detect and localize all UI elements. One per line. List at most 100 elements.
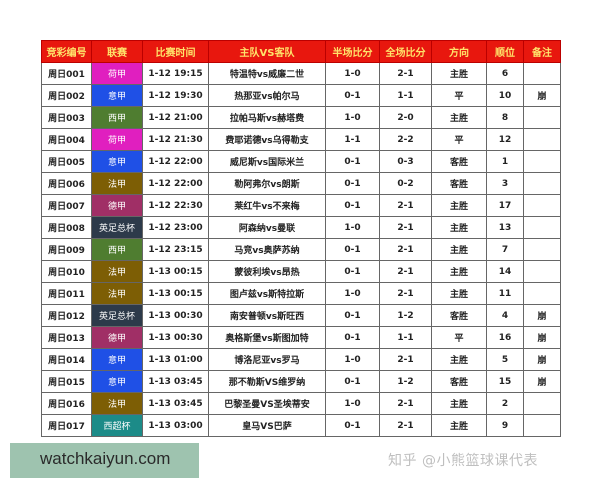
cell-id: 周日007 (41, 194, 92, 217)
cell-note (523, 260, 561, 283)
cell-id: 周日002 (41, 84, 92, 107)
cell-note (523, 238, 561, 261)
cell-id: 周日012 (41, 304, 92, 327)
table-row: 周日007 德甲 1-12 22:30 莱红牛vs不来梅 0-1 2-1 主胜 17 (41, 194, 561, 217)
cell-rank: 15 (486, 370, 524, 393)
cell-half: 0-1 (325, 370, 380, 393)
cell-half: 1-0 (325, 216, 380, 239)
cell-id: 周日010 (41, 260, 92, 283)
cell-time: 1-12 22:00 (142, 172, 209, 195)
cell-rank: 9 (486, 414, 524, 437)
cell-full: 1-1 (379, 84, 432, 107)
cell-half: 1-0 (325, 62, 380, 85)
table-row: 周日013 德甲 1-13 00:30 奥格斯堡vs斯图加特 0-1 1-1 平 16 崩 (41, 326, 561, 349)
cell-time: 1-12 21:00 (142, 106, 209, 129)
cell-note (523, 282, 561, 305)
cell-time: 1-13 03:45 (142, 392, 209, 415)
column-header-time: 比赛时间 (142, 40, 209, 63)
cell-time: 1-13 03:00 (142, 414, 209, 437)
cell-id: 周日016 (41, 392, 92, 415)
cell-rank: 16 (486, 326, 524, 349)
cell-full: 2-1 (379, 194, 432, 217)
cell-dir: 主胜 (431, 62, 487, 85)
cell-league: 法甲 (91, 392, 143, 415)
cell-rank: 17 (486, 194, 524, 217)
cell-match: 那不勒斯VS维罗纳 (208, 370, 326, 393)
cell-note (523, 106, 561, 129)
cell-match: 威尼斯vs国际米兰 (208, 150, 326, 173)
cell-id: 周日015 (41, 370, 92, 393)
cell-match: 奥格斯堡vs斯图加特 (208, 326, 326, 349)
cell-full: 2-2 (379, 128, 432, 151)
cell-note (523, 62, 561, 85)
cell-rank: 6 (486, 62, 524, 85)
cell-id: 周日003 (41, 106, 92, 129)
cell-league: 意甲 (91, 84, 143, 107)
cell-full: 2-1 (379, 238, 432, 261)
table-row: 周日017 西超杯 1-13 03:00 皇马VS巴萨 0-1 2-1 主胜 9 (41, 414, 561, 437)
table-row: 周日002 意甲 1-12 19:30 热那亚vs帕尔马 0-1 1-1 平 10 崩 (41, 84, 561, 107)
cell-dir: 主胜 (431, 238, 487, 261)
cell-match: 热那亚vs帕尔马 (208, 84, 326, 107)
cell-league: 意甲 (91, 370, 143, 393)
cell-note: 崩 (523, 370, 561, 393)
cell-dir: 主胜 (431, 282, 487, 305)
cell-full: 2-1 (379, 392, 432, 415)
cell-league: 德甲 (91, 194, 143, 217)
column-header-match: 主队VS客队 (208, 40, 326, 63)
cell-id: 周日014 (41, 348, 92, 371)
cell-id: 周日013 (41, 326, 92, 349)
column-header-id: 竞彩编号 (41, 40, 92, 63)
cell-time: 1-13 03:45 (142, 370, 209, 393)
cell-league: 德甲 (91, 326, 143, 349)
table-row: 周日012 英足总杯 1-13 00:30 南安普顿vs斯旺西 0-1 1-2 客胜 4 崩 (41, 304, 561, 327)
cell-match: 皇马VS巴萨 (208, 414, 326, 437)
cell-match: 博洛尼亚vs罗马 (208, 348, 326, 371)
cell-match: 马竞vs奥萨苏纳 (208, 238, 326, 261)
cell-note: 崩 (523, 304, 561, 327)
cell-rank: 4 (486, 304, 524, 327)
cell-league: 荷甲 (91, 128, 143, 151)
cell-match: 蒙彼利埃vs昂热 (208, 260, 326, 283)
cell-rank: 12 (486, 128, 524, 151)
site-watermark-text: watchkaiyun.com (40, 449, 171, 468)
cell-rank: 13 (486, 216, 524, 239)
cell-id: 周日009 (41, 238, 92, 261)
cell-dir: 主胜 (431, 348, 487, 371)
cell-match: 特温特vs威廉二世 (208, 62, 326, 85)
cell-id: 周日005 (41, 150, 92, 173)
cell-rank: 14 (486, 260, 524, 283)
cell-id: 周日004 (41, 128, 92, 151)
cell-rank: 3 (486, 172, 524, 195)
cell-dir: 平 (431, 326, 487, 349)
cell-rank: 5 (486, 348, 524, 371)
cell-dir: 主胜 (431, 194, 487, 217)
cell-league: 西超杯 (91, 414, 143, 437)
cell-dir: 平 (431, 128, 487, 151)
cell-match: 南安普顿vs斯旺西 (208, 304, 326, 327)
cell-time: 1-12 21:30 (142, 128, 209, 151)
cell-match: 图卢兹vs斯特拉斯 (208, 282, 326, 305)
cell-id: 周日017 (41, 414, 92, 437)
cell-full: 2-1 (379, 260, 432, 283)
cell-half: 0-1 (325, 260, 380, 283)
cell-rank: 8 (486, 106, 524, 129)
cell-note: 崩 (523, 348, 561, 371)
cell-league: 荷甲 (91, 62, 143, 85)
cell-time: 1-12 19:30 (142, 84, 209, 107)
cell-half: 0-1 (325, 194, 380, 217)
cell-match: 阿森纳vs曼联 (208, 216, 326, 239)
column-header-half: 半场比分 (325, 40, 380, 63)
cell-note (523, 172, 561, 195)
cell-time: 1-12 22:30 (142, 194, 209, 217)
cell-id: 周日011 (41, 282, 92, 305)
cell-note (523, 150, 561, 173)
cell-half: 1-0 (325, 348, 380, 371)
cell-time: 1-13 00:30 (142, 326, 209, 349)
cell-league: 英足总杯 (91, 216, 143, 239)
site-watermark-banner: watchkaiyun.com (10, 443, 199, 478)
cell-full: 2-1 (379, 62, 432, 85)
cell-league: 西甲 (91, 238, 143, 261)
cell-half: 0-1 (325, 84, 380, 107)
cell-league: 意甲 (91, 150, 143, 173)
